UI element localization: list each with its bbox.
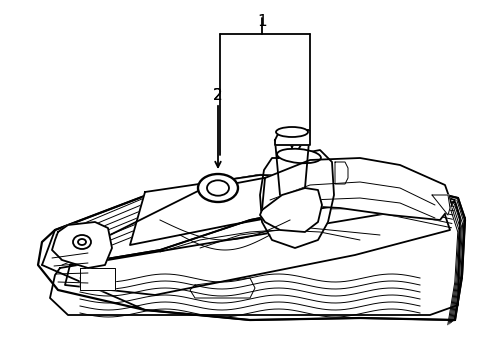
Ellipse shape — [78, 239, 86, 245]
Ellipse shape — [198, 174, 238, 202]
Polygon shape — [80, 268, 115, 290]
Ellipse shape — [206, 180, 228, 196]
Polygon shape — [50, 202, 459, 315]
Text: 2: 2 — [213, 88, 223, 103]
Polygon shape — [65, 200, 449, 295]
Polygon shape — [52, 222, 112, 268]
Polygon shape — [70, 175, 454, 265]
Ellipse shape — [73, 235, 91, 249]
Polygon shape — [431, 195, 449, 215]
Polygon shape — [262, 158, 451, 220]
Ellipse shape — [277, 149, 320, 163]
Text: 1: 1 — [257, 14, 266, 29]
Polygon shape — [260, 188, 321, 232]
Polygon shape — [38, 175, 464, 320]
Polygon shape — [274, 130, 309, 145]
Polygon shape — [260, 150, 333, 248]
Text: 2: 2 — [213, 88, 223, 103]
Polygon shape — [334, 162, 347, 184]
Polygon shape — [130, 175, 439, 245]
Ellipse shape — [275, 127, 307, 137]
